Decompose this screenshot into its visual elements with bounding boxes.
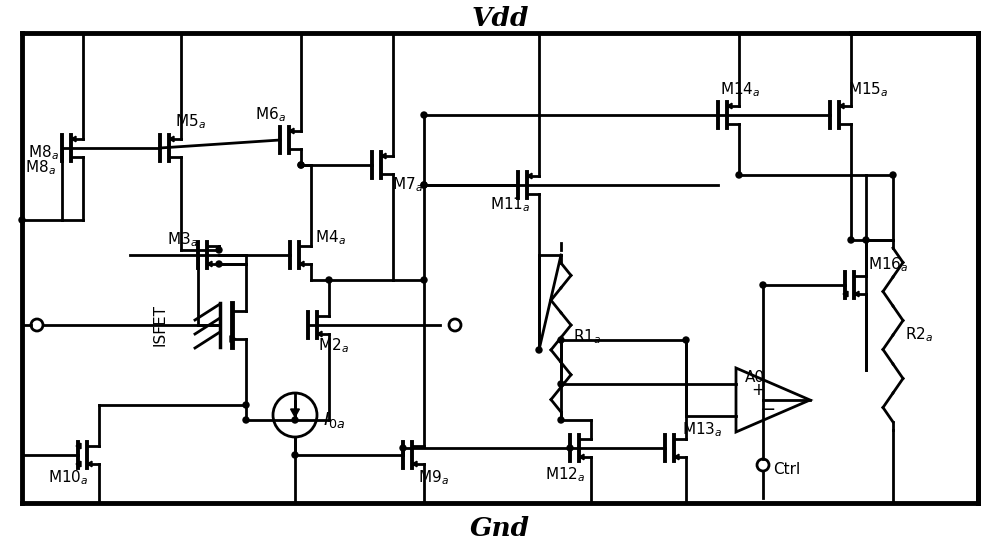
Circle shape xyxy=(536,347,542,353)
Text: M14$_a$: M14$_a$ xyxy=(720,81,761,100)
Text: M8$_a$: M8$_a$ xyxy=(28,144,59,162)
Text: M12$_a$: M12$_a$ xyxy=(545,466,586,484)
Circle shape xyxy=(558,337,564,343)
Polygon shape xyxy=(317,331,322,337)
Text: M3$_a$: M3$_a$ xyxy=(167,230,198,249)
Polygon shape xyxy=(76,461,81,467)
Circle shape xyxy=(243,417,249,423)
Circle shape xyxy=(216,261,222,267)
Circle shape xyxy=(558,381,564,387)
Polygon shape xyxy=(579,454,584,460)
Circle shape xyxy=(558,417,564,423)
Polygon shape xyxy=(527,173,532,179)
Polygon shape xyxy=(289,128,294,134)
Text: M7$_a$: M7$_a$ xyxy=(392,176,423,194)
Text: +: + xyxy=(751,381,765,399)
Polygon shape xyxy=(169,136,174,142)
Circle shape xyxy=(736,172,742,178)
Polygon shape xyxy=(207,261,212,267)
Circle shape xyxy=(400,445,406,451)
Circle shape xyxy=(421,182,427,188)
Circle shape xyxy=(760,282,766,288)
Polygon shape xyxy=(71,136,76,142)
Polygon shape xyxy=(839,103,844,109)
Text: Vdd: Vdd xyxy=(471,5,529,30)
Text: Gnd: Gnd xyxy=(470,516,530,540)
Polygon shape xyxy=(727,103,732,109)
Circle shape xyxy=(848,237,854,243)
Circle shape xyxy=(890,172,896,178)
Circle shape xyxy=(421,277,427,283)
Circle shape xyxy=(19,217,25,223)
Text: $I_{0a}$: $I_{0a}$ xyxy=(323,410,345,430)
Text: M5$_a$: M5$_a$ xyxy=(175,113,206,131)
Text: M9$_a$: M9$_a$ xyxy=(418,469,449,487)
Circle shape xyxy=(421,182,427,188)
Text: M11$_a$: M11$_a$ xyxy=(490,196,531,214)
Text: M10$_a$: M10$_a$ xyxy=(48,469,89,487)
Text: A0: A0 xyxy=(745,371,765,386)
Polygon shape xyxy=(87,461,92,467)
Circle shape xyxy=(683,337,689,343)
Text: M13$_a$: M13$_a$ xyxy=(682,421,723,439)
Polygon shape xyxy=(291,409,299,417)
Polygon shape xyxy=(674,454,679,460)
Polygon shape xyxy=(854,291,859,297)
Circle shape xyxy=(298,162,304,168)
Circle shape xyxy=(298,162,304,168)
Text: ISFET: ISFET xyxy=(152,304,168,346)
Circle shape xyxy=(421,112,427,118)
Text: M4$_a$: M4$_a$ xyxy=(315,229,346,247)
Circle shape xyxy=(216,247,222,253)
Circle shape xyxy=(567,445,573,451)
Polygon shape xyxy=(843,291,848,297)
Polygon shape xyxy=(299,261,304,267)
Circle shape xyxy=(292,452,298,458)
Text: R2$_a$: R2$_a$ xyxy=(905,326,933,345)
Text: M8$_a$: M8$_a$ xyxy=(25,159,56,177)
Text: M16$_a$: M16$_a$ xyxy=(868,256,909,274)
Text: −: − xyxy=(760,400,776,419)
Polygon shape xyxy=(381,153,386,159)
Circle shape xyxy=(243,402,249,408)
Polygon shape xyxy=(230,336,236,342)
Circle shape xyxy=(863,237,869,243)
Polygon shape xyxy=(76,443,81,448)
Circle shape xyxy=(292,417,298,423)
Text: M2$_a$: M2$_a$ xyxy=(318,337,349,355)
Text: M15$_a$: M15$_a$ xyxy=(848,81,889,100)
Polygon shape xyxy=(412,461,417,467)
Text: Ctrl: Ctrl xyxy=(773,463,800,478)
Text: R1$_a$: R1$_a$ xyxy=(573,328,601,346)
Text: M6$_a$: M6$_a$ xyxy=(255,105,286,124)
Circle shape xyxy=(326,277,332,283)
